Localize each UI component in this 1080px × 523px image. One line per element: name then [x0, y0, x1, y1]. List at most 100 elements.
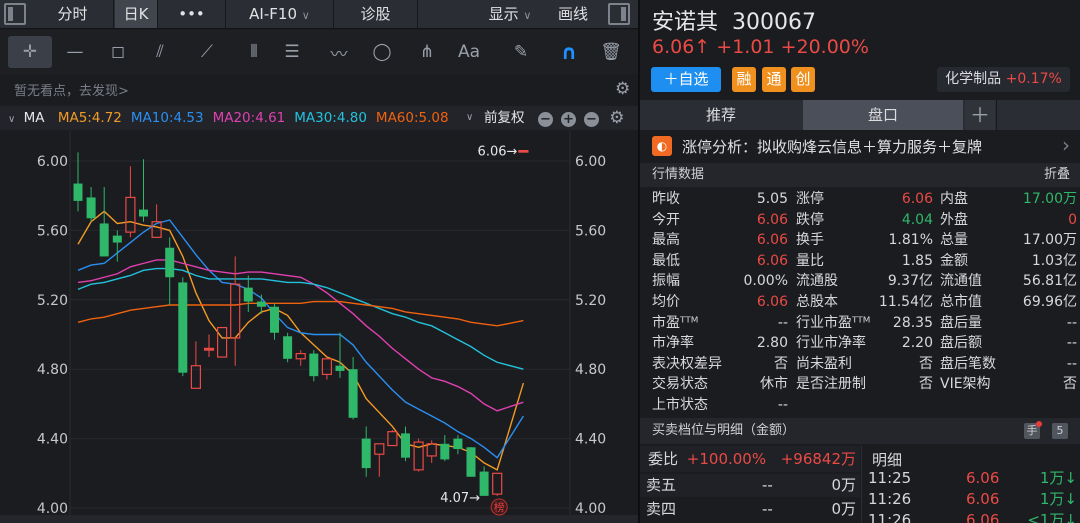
- chart-topbar: 分时 日K ••• AI-F10 ∨ 诊股 显示 ∨ 画线: [0, 0, 638, 29]
- draw-lines-button[interactable]: 画线: [557, 5, 588, 23]
- chevron-down-icon[interactable]: ∨: [466, 112, 474, 123]
- rectangle-icon[interactable]: ◻: [110, 42, 126, 62]
- trash-icon[interactable]: 🗑: [600, 42, 622, 62]
- minus-icon[interactable]: −: [584, 111, 599, 127]
- hand-unit-button[interactable]: 手: [1024, 423, 1040, 439]
- right-sidebar-toggle-icon[interactable]: [608, 3, 630, 25]
- gear-icon[interactable]: ⚙: [615, 79, 631, 99]
- y-tick-label-right: 4.80: [575, 362, 606, 378]
- quote-value: 否: [774, 355, 788, 372]
- ask-row[interactable]: 卖五 -- 0万: [640, 474, 860, 497]
- collapse-button[interactable]: 折叠: [1043, 167, 1070, 182]
- empty-tab: [996, 100, 1080, 130]
- tag-margin[interactable]: 融: [732, 67, 756, 92]
- quote-table: 昨收 5.05 涨停 6.06 内盘 17.00万 今开 6.06 跌停 4.04 外盘 0 最高 6.0…: [640, 189, 1080, 417]
- quote-label: 涨停: [796, 191, 824, 207]
- tab-intraday[interactable]: 分时: [32, 0, 114, 28]
- quote-header-title: 行情数据: [652, 167, 705, 182]
- display-dropdown[interactable]: 显示 ∨: [470, 0, 550, 28]
- ma-legend-item[interactable]: MA5:4.72: [57, 110, 122, 126]
- candle-body: [73, 183, 83, 201]
- add-watchlist-button[interactable]: ＋自选: [651, 67, 721, 92]
- quote-value: --: [777, 314, 788, 331]
- price-change-pct: +20.00%: [780, 36, 869, 58]
- more-button[interactable]: •••: [158, 0, 226, 28]
- tag-gem[interactable]: 创: [791, 67, 815, 92]
- candle-body: [335, 365, 345, 371]
- sector-badge[interactable]: 化学制品 +0.17%: [937, 67, 1070, 92]
- order-book-header: 买卖档位与明细（金额） 手 5: [640, 418, 1080, 444]
- left-sidebar-toggle-icon[interactable]: [4, 3, 26, 25]
- ask-volume: 0万: [831, 500, 856, 518]
- y-tick-label-right: 4.40: [575, 432, 606, 448]
- chevron-right-icon: ›: [1062, 133, 1070, 157]
- quote-header: 行情数据 折叠: [640, 163, 1080, 187]
- tab-recommend[interactable]: 推荐: [705, 106, 736, 124]
- kline-chart[interactable]: 6.00 6.00 5.60 5.60 5.20 5.20 4.80 4.80 4.40 4.40…: [0, 131, 638, 523]
- candle-body: [125, 196, 136, 233]
- price-row: 6.06↑ +1.01 +20.00%: [652, 36, 869, 58]
- quote-value: 28.35: [892, 314, 933, 331]
- candle-body: [492, 472, 503, 495]
- ask-label: 卖五: [646, 476, 677, 494]
- pitchfork-icon[interactable]: ⋔: [419, 42, 435, 62]
- candle-body: [139, 209, 148, 217]
- ma10-line: [77, 219, 524, 459]
- y-tick-label-left: 4.40: [37, 432, 68, 448]
- detail-price: 6.06: [966, 469, 1000, 487]
- tab-ai-f10[interactable]: AI-F10 ∨: [226, 0, 334, 28]
- detail-volume: 1万↓: [1039, 469, 1077, 487]
- segment-icon[interactable]: ⟋: [201, 42, 213, 62]
- detail-time: 11:25: [868, 469, 912, 487]
- candle-body: [348, 369, 358, 418]
- y-tick-label-left: 6.00: [37, 154, 68, 170]
- quote-label: 是否注册制: [796, 376, 866, 393]
- tag-connect[interactable]: 通: [762, 67, 786, 92]
- quote-value: 4.04: [901, 211, 933, 228]
- vertical-lines-icon[interactable]: ⦀: [250, 42, 258, 62]
- tab-order-book[interactable]: 盘口: [803, 100, 963, 130]
- ma30-line: [77, 267, 524, 370]
- add-tab-button[interactable]: ＋: [965, 100, 995, 130]
- ma-legend-item[interactable]: MA30:4.80: [294, 110, 367, 126]
- quote-label: 昨收: [652, 191, 680, 207]
- magnet-icon[interactable]: ∩: [560, 40, 578, 64]
- candle-body: [243, 287, 253, 302]
- quote-value: 休市: [760, 376, 788, 393]
- levels-button[interactable]: 5: [1052, 423, 1068, 439]
- quote-label: 总股本: [796, 294, 838, 310]
- ma-label[interactable]: MA: [23, 110, 45, 126]
- highlights-link[interactable]: 暂无看点，去发现>: [14, 84, 129, 99]
- gann-icon[interactable]: ☰: [284, 42, 300, 62]
- ask-row[interactable]: 卖四 -- 0万: [640, 498, 860, 521]
- last-price: 6.06↑: [652, 36, 711, 58]
- ma-legend-item[interactable]: MA20:4.61: [212, 110, 286, 126]
- tab-diagnose[interactable]: 诊股: [334, 0, 418, 28]
- quote-label: 最高: [652, 232, 680, 249]
- quote-label: 均价: [652, 294, 680, 310]
- line-icon[interactable]: —: [66, 42, 84, 62]
- fan-icon[interactable]: ⫽: [156, 42, 164, 62]
- adjust-dropdown[interactable]: 前复权: [484, 110, 525, 126]
- wave-icon[interactable]: 〰: [330, 44, 348, 65]
- y-tick-label-left: 5.60: [37, 223, 68, 239]
- limit-up-analysis[interactable]: ◐ 涨停分析：拟收购烽云信息＋算力服务＋复牌 ›: [640, 131, 1080, 161]
- candle-body: [321, 358, 332, 376]
- ma60-line: [77, 300, 524, 327]
- quote-value: 56.81亿: [1022, 273, 1077, 290]
- chevron-down-icon[interactable]: ∨: [8, 114, 16, 125]
- crosshair-move-icon[interactable]: ✛: [8, 36, 52, 68]
- quote-label: 表决权差异: [652, 355, 722, 372]
- y-tick-label-left: 5.20: [37, 293, 68, 309]
- ma-legend-item[interactable]: MA10:4.53: [130, 110, 204, 126]
- zoom-out-icon[interactable]: −: [538, 111, 553, 127]
- tab-daily-k[interactable]: 日K: [115, 0, 158, 28]
- eraser-icon[interactable]: ✎: [513, 42, 529, 62]
- text-icon[interactable]: Aa: [457, 42, 481, 62]
- zoom-in-icon[interactable]: +: [561, 111, 576, 127]
- ma-legend-item[interactable]: MA60:5.08: [375, 110, 449, 126]
- circle-icon[interactable]: ◯: [372, 42, 392, 62]
- detail-price: 6.06: [966, 490, 1000, 508]
- rank-badge-icon: [490, 498, 508, 516]
- gear-icon[interactable]: ⚙: [609, 108, 625, 128]
